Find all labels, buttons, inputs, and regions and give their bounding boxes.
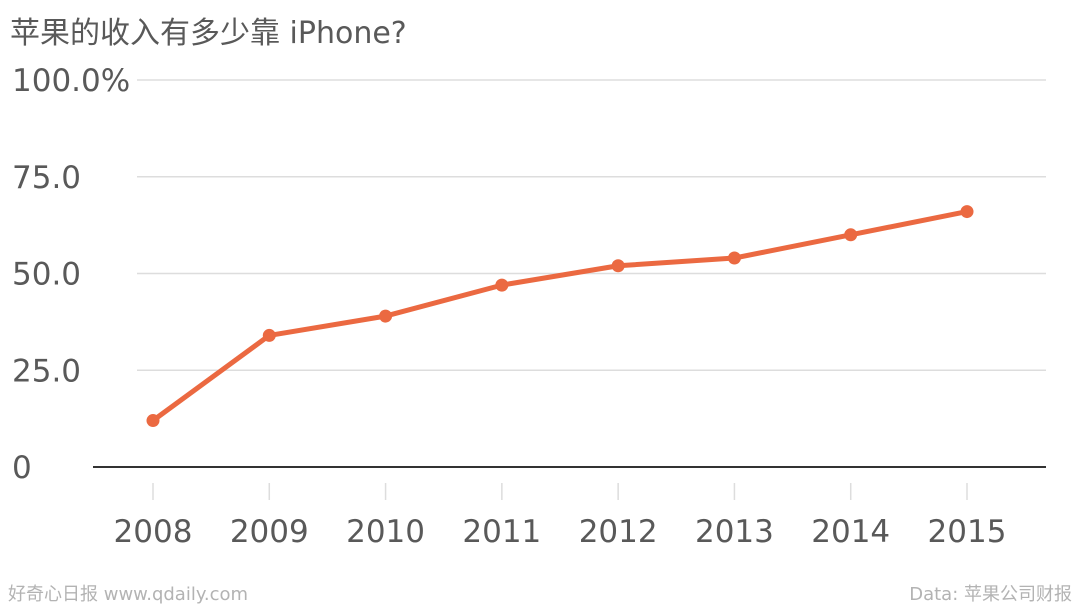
y-tick-label: 25.0	[12, 353, 81, 389]
data-point	[146, 414, 160, 428]
x-tick-label: 2008	[114, 514, 193, 550]
data-point	[379, 309, 393, 323]
data-point	[727, 251, 741, 265]
x-tick-label: 2009	[230, 514, 309, 550]
x-tick-label: 2012	[579, 514, 658, 550]
y-tick-label: 100.0%	[12, 63, 130, 99]
x-tick-label: 2015	[928, 514, 1007, 550]
data-point	[262, 328, 276, 342]
label-layer: 0 25.0 50.0 75.0 100.0% 2008 2009 2010 2011 2012 2…	[12, 63, 1006, 550]
series-line	[150, 209, 970, 424]
y-tick-label: 0	[12, 450, 32, 486]
y-tick-label: 75.0	[12, 160, 81, 196]
x-tick-label: 2013	[695, 514, 774, 550]
data-point	[611, 259, 625, 273]
data-point	[495, 278, 509, 292]
data-point	[960, 205, 974, 219]
data-source: Data: 苹果公司财报	[909, 584, 1072, 605]
grid-layer	[137, 79, 1046, 371]
x-tick-label: 2014	[811, 514, 890, 550]
y-tick-label: 50.0	[12, 257, 81, 293]
data-point	[844, 228, 858, 242]
x-tick-label: 2011	[462, 514, 541, 550]
chart-title: 苹果的收入有多少靠 iPhone?	[10, 16, 407, 51]
series-layer	[146, 205, 974, 428]
source-credit: 好奇心日报 www.qdaily.com	[8, 584, 249, 605]
axis-layer	[93, 466, 1046, 500]
x-tick-label: 2010	[346, 514, 425, 550]
